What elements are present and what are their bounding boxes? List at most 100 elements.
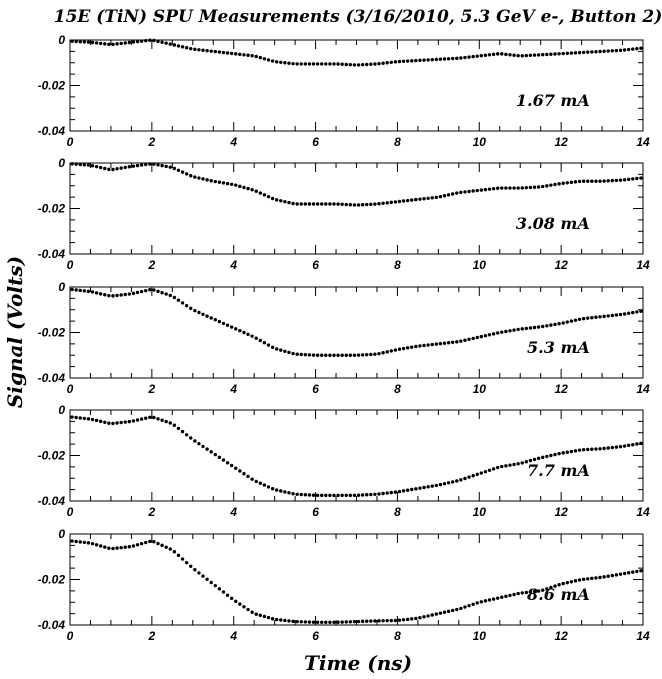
data-point [536, 53, 541, 57]
data-point [520, 54, 524, 58]
data-point [606, 49, 610, 53]
data-point [107, 167, 111, 172]
data-point [324, 62, 328, 66]
data-point [393, 348, 398, 352]
data-point [254, 189, 258, 193]
y-tick-label: 0 [58, 33, 65, 47]
data-point [369, 202, 373, 206]
data-point [385, 61, 389, 65]
data-point [385, 201, 389, 205]
plot-frame [69, 39, 644, 132]
data-point [360, 62, 365, 67]
data-point [532, 53, 537, 57]
data-point [291, 351, 295, 356]
data-point [491, 597, 496, 601]
data-point [160, 163, 164, 168]
data-point [184, 303, 189, 308]
data-point [287, 619, 291, 623]
data-point [397, 618, 402, 622]
data-point [479, 53, 484, 58]
data-point [279, 489, 283, 493]
data-point [410, 198, 414, 202]
data-point [315, 353, 320, 357]
data-point [213, 179, 217, 184]
data-point [156, 289, 160, 294]
data-point [479, 334, 484, 339]
x-tick-label: 4 [229, 629, 237, 643]
data-point [131, 419, 136, 423]
data-point [491, 332, 496, 336]
data-point [463, 605, 467, 609]
data-point [365, 202, 369, 207]
panels: 0 2 4 6 8 10 12 14 0 -0.02 -0.04 1.67 mA 0 2 4 6 8 10 12 14… [38, 33, 650, 643]
data-point [193, 47, 197, 52]
data-point [602, 446, 606, 451]
data-point [189, 564, 193, 569]
data-point [430, 196, 434, 200]
data-point [184, 433, 189, 437]
data-point [266, 194, 271, 199]
data-point [610, 445, 615, 450]
y-tick-label: -0.02 [38, 202, 66, 216]
data-point [594, 447, 598, 451]
data-point [176, 553, 181, 558]
y-tick-label: -0.02 [38, 79, 66, 93]
data-point [152, 162, 156, 166]
data-point [229, 51, 234, 56]
data-point [94, 543, 99, 547]
data-point [189, 306, 193, 311]
data-point [373, 202, 377, 206]
data-point [594, 576, 598, 580]
data-point [631, 47, 635, 51]
data-point [430, 484, 434, 488]
data-point [626, 311, 631, 315]
data-point [164, 545, 168, 549]
data-point [446, 481, 451, 485]
data-point [168, 547, 172, 551]
data-point [626, 443, 631, 448]
data-point [622, 178, 627, 182]
data-point [213, 318, 217, 322]
data-point [516, 327, 520, 332]
data-point [577, 448, 582, 452]
data-point [340, 62, 344, 66]
data-point [311, 353, 316, 357]
data-point [426, 343, 430, 347]
data-point [82, 289, 87, 293]
data-point [598, 315, 602, 319]
data-point [549, 183, 553, 187]
x-tick-label: 14 [636, 629, 650, 643]
data-point [614, 178, 619, 183]
data-point [639, 569, 643, 573]
data-point [479, 471, 484, 475]
data-point [586, 316, 590, 320]
data-point [168, 421, 172, 425]
data-point [459, 56, 463, 60]
data-point [536, 185, 541, 189]
data-point [639, 309, 643, 313]
data-point [332, 493, 336, 498]
data-point [303, 202, 308, 206]
data-point [311, 620, 316, 624]
x-tick-label: 2 [148, 382, 156, 396]
data-point [131, 40, 136, 44]
data-point [70, 287, 74, 292]
data-point [135, 290, 140, 295]
x-tick-label: 10 [473, 135, 487, 149]
data-point [385, 491, 389, 495]
data-point [483, 187, 488, 192]
data-point [491, 187, 496, 191]
data-point [422, 343, 426, 348]
data-point [626, 177, 631, 182]
data-point [418, 616, 422, 620]
data-point [352, 353, 357, 357]
data-point [483, 53, 488, 57]
current-annotation: 5.3 mA [527, 338, 590, 357]
data-point [504, 594, 508, 599]
data-point [246, 607, 250, 612]
data-point [602, 49, 606, 53]
data-point [217, 319, 222, 324]
data-point [401, 199, 406, 203]
data-point [508, 463, 512, 467]
data-point [618, 572, 623, 576]
